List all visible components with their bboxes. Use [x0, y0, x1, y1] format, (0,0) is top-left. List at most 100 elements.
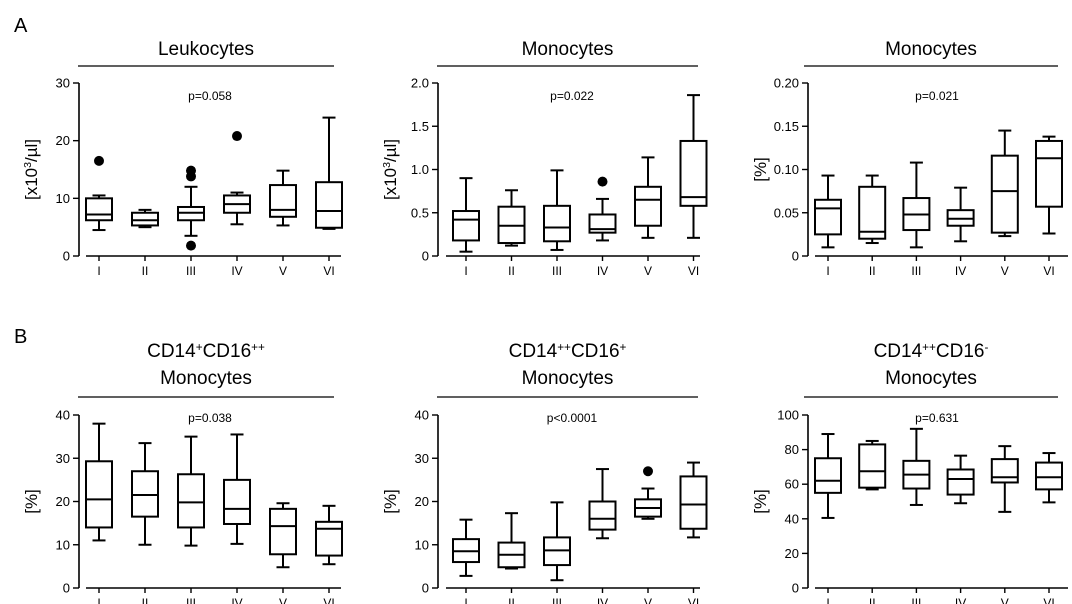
y-axis-label: [%] [22, 489, 41, 514]
iqr-box [1035, 139, 1063, 208]
outlier-point [232, 131, 242, 142]
iqr-box [679, 139, 708, 207]
x-tick-label: II [142, 596, 149, 604]
iqr-box [452, 210, 480, 242]
box-IV [588, 468, 617, 540]
y-tick-label: 2.0 [411, 76, 429, 91]
chart-title: Monocytes [522, 368, 614, 389]
iqr-box [946, 468, 975, 496]
box-I [814, 174, 842, 249]
box-V [634, 466, 662, 520]
y-tick-label: 40 [56, 408, 70, 423]
box-II [131, 208, 159, 229]
y-tick-label: 30 [56, 76, 70, 91]
iqr-box [990, 458, 1019, 484]
y-tick-label: 0.5 [411, 205, 429, 220]
chart-title: Monocytes [522, 39, 614, 60]
box-IV [946, 454, 975, 505]
x-tick-label: I [464, 596, 467, 604]
y-tick-label: 0 [422, 249, 429, 264]
box-V [990, 129, 1019, 238]
y-tick-label: 60 [785, 477, 799, 492]
box-II [858, 174, 887, 245]
y-tick-label: 0 [63, 249, 70, 264]
iqr-box [131, 211, 159, 227]
y-tick-label: 20 [785, 546, 799, 561]
y-tick-label: 0.05 [774, 205, 799, 220]
p-value-label: p=0.038 [188, 411, 232, 425]
chart-title: CD14++CD16+ [509, 341, 627, 363]
iqr-box [315, 520, 343, 557]
box-II [497, 189, 526, 247]
y-tick-label: 0.20 [774, 76, 799, 91]
box-II [131, 442, 159, 546]
y-tick-label: 0.15 [774, 119, 799, 134]
x-tick-label: VI [323, 264, 334, 278]
x-tick-label: III [552, 596, 562, 604]
x-tick-label: V [644, 596, 652, 604]
y-tick-label: 0 [422, 581, 429, 596]
x-tick-label: V [644, 264, 652, 278]
x-tick-label: I [826, 264, 829, 278]
iqr-box [131, 470, 159, 518]
iqr-box [814, 457, 842, 494]
y-tick-label: 80 [785, 442, 799, 457]
x-tick-label: II [508, 264, 515, 278]
y-tick-label: 30 [56, 451, 70, 466]
box-III [902, 161, 931, 249]
chart-4: CD14+CD16++ Monocytes p=0.038 [%] 0 10 20 30 40 I… [22, 341, 343, 604]
x-tick-label: IV [955, 596, 966, 604]
iqr-box [85, 197, 113, 222]
box-IV [223, 433, 251, 545]
x-tick-label: III [186, 596, 196, 604]
x-tick-label: I [826, 596, 829, 604]
x-tick-label: V [279, 264, 287, 278]
chart-5: CD14++CD16+ Monocytes p<0.0001 [%] 0 10 20 30 40… [381, 341, 708, 604]
y-tick-label: 0 [63, 581, 70, 596]
iqr-box [543, 204, 571, 243]
chart-title: CD14+CD16++ [147, 341, 265, 363]
y-axis-label: [%] [381, 489, 400, 514]
box-III [177, 435, 205, 547]
box-I [85, 155, 113, 232]
box-VI [679, 94, 708, 239]
panel-label-a: A [14, 15, 28, 37]
iqr-box [315, 181, 343, 229]
x-tick-label: VI [688, 264, 699, 278]
y-tick-label: 0 [792, 581, 799, 596]
outlier-point [643, 466, 653, 477]
chart-title: Monocytes [885, 368, 977, 389]
x-tick-label: V [279, 596, 287, 604]
box-VI [315, 116, 343, 230]
iqr-box [269, 184, 297, 218]
box-I [452, 177, 480, 253]
box-III [177, 165, 205, 251]
x-tick-label: III [911, 264, 921, 278]
x-tick-label: V [1001, 264, 1009, 278]
box-II [497, 512, 526, 570]
y-axis-label: [x103/µl] [22, 139, 41, 200]
x-tick-label: II [508, 596, 515, 604]
p-value-label: p=0.058 [188, 89, 232, 103]
box-IV [946, 186, 975, 243]
iqr-box [85, 460, 113, 529]
x-tick-label: IV [597, 264, 608, 278]
box-V [634, 156, 662, 239]
box-VI [679, 461, 708, 539]
box-I [85, 422, 113, 542]
x-tick-label: V [1001, 596, 1009, 604]
outlier-point [186, 171, 196, 182]
chart-title: CD14++CD16- [874, 341, 989, 363]
chart-title: Monocytes [885, 39, 977, 60]
box-V [269, 502, 297, 569]
x-tick-label: VI [1043, 596, 1054, 604]
p-value-label: p=0.021 [915, 89, 959, 103]
y-tick-label: 100 [777, 408, 799, 423]
chart-title: Monocytes [160, 368, 252, 389]
x-tick-label: III [552, 264, 562, 278]
